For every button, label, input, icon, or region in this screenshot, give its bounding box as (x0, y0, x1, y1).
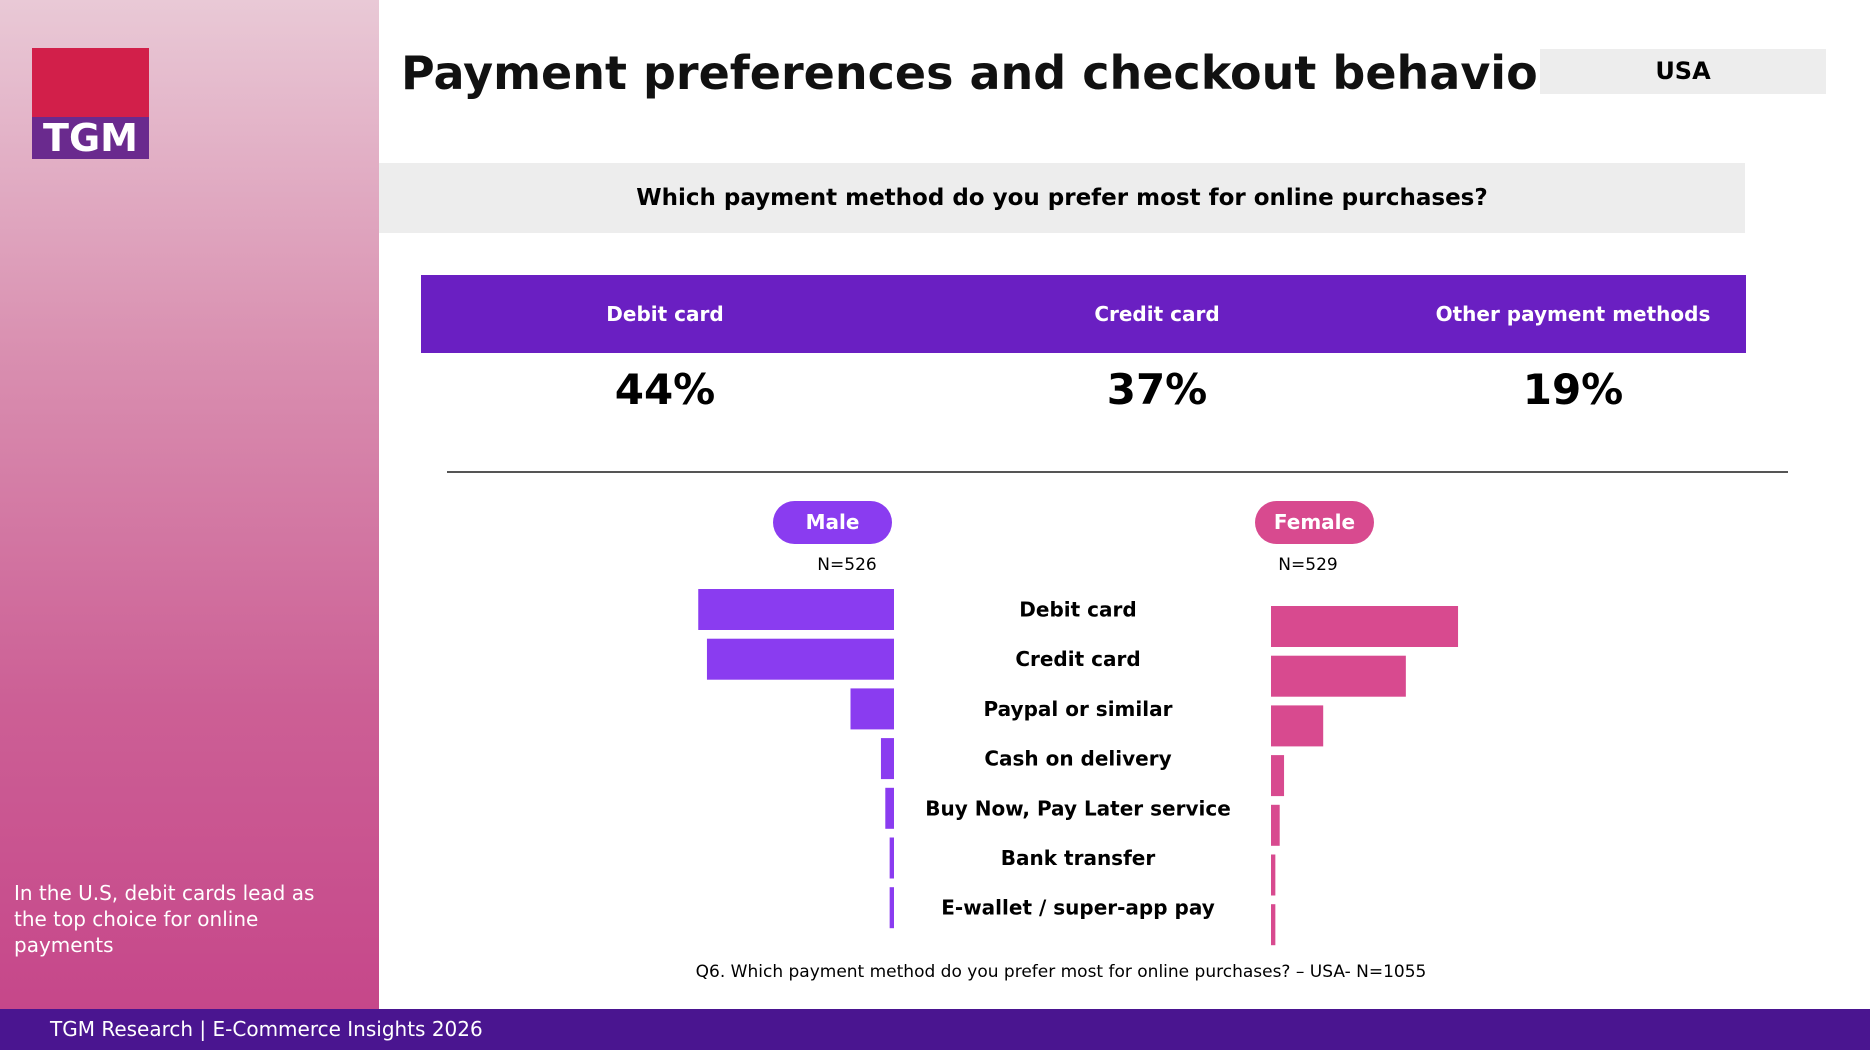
summary-label: Other payment methods (1435, 302, 1711, 326)
category-label: Debit card (1019, 598, 1136, 622)
category-label: Cash on delivery (984, 747, 1171, 771)
bar (889, 837, 894, 879)
summary-value: 44% (614, 365, 716, 414)
category-label: Buy Now, Pay Later service (925, 796, 1231, 820)
question: Which payment method do you prefer most … (379, 163, 1745, 233)
bar (1271, 655, 1406, 697)
logo: TGM (32, 48, 149, 159)
bar (1271, 606, 1459, 647)
bar (698, 589, 894, 630)
footnote: Q6. Which payment method do you prefer m… (695, 962, 1427, 982)
sample-size: N=526 (817, 555, 877, 575)
summary-label: Debit card (606, 302, 724, 326)
bar (706, 638, 894, 680)
bar (1271, 854, 1276, 896)
photo (0, 0, 379, 1009)
summary-header: Debit card Credit card Other payment met… (421, 275, 1746, 353)
category-label: Credit card (1015, 647, 1140, 671)
category-label: E-wallet / super-app pay (941, 896, 1215, 920)
footer: TGM Research | E-Commerce Insights 2026 (0, 1009, 1870, 1050)
bar (885, 787, 894, 829)
summary-value: 19% (1522, 365, 1624, 414)
bar (880, 738, 894, 780)
legend-female: Female (1255, 501, 1374, 544)
bar (1271, 904, 1276, 946)
bar (1271, 705, 1324, 747)
bar (889, 887, 894, 929)
legend-male: Male (773, 501, 892, 544)
bar (850, 688, 894, 730)
category-label: Bank transfer (1001, 846, 1156, 870)
title: Payment preferences and checkout behavio… (401, 46, 1561, 100)
summary-label: Credit card (1094, 302, 1220, 326)
bar (1271, 755, 1285, 797)
logo-text: TGM (32, 117, 149, 159)
bar (1271, 804, 1280, 846)
caption: In the U.S, debit cards lead as the top … (14, 881, 315, 957)
footer-text: TGM Research | E-Commerce Insights 2026 (50, 1017, 483, 1041)
sample-size: N=529 (1278, 555, 1338, 575)
country: USA (1540, 49, 1826, 94)
divider (447, 471, 1788, 473)
category-label: Paypal or similar (984, 697, 1173, 721)
summary-value: 37% (1106, 365, 1208, 414)
